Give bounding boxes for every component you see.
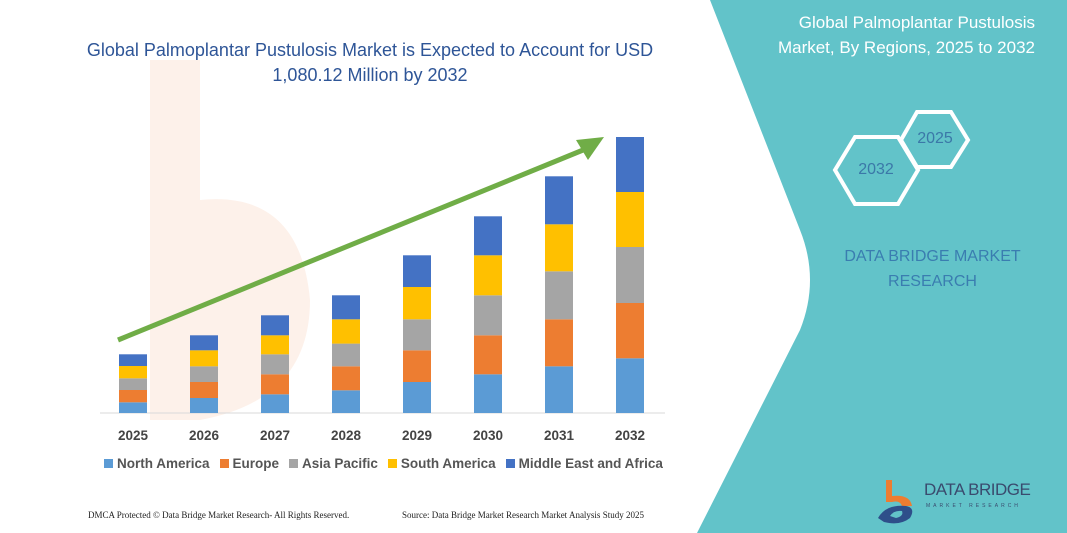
bar-segment — [616, 247, 644, 303]
footer-source: Source: Data Bridge Market Research Mark… — [402, 510, 644, 520]
legend-item: North America — [104, 456, 210, 471]
bar-segment — [119, 402, 147, 413]
bar-segment — [403, 350, 431, 382]
bar-segment — [545, 319, 573, 367]
bar-segment — [474, 374, 502, 413]
bar-segment — [332, 295, 360, 320]
bar-segment — [545, 366, 573, 413]
bar-segment — [190, 382, 218, 398]
bar-segment — [616, 192, 644, 247]
legend-item: Middle East and Africa — [505, 456, 663, 471]
bar-segment — [474, 255, 502, 296]
legend-swatch — [104, 459, 113, 468]
x-tick-label: 2030 — [473, 428, 503, 443]
footer-copyright: DMCA Protected © Data Bridge Market Rese… — [88, 510, 350, 520]
bar-segment — [261, 394, 289, 413]
bar-segment — [261, 374, 289, 395]
legend-swatch — [219, 459, 229, 468]
logo-icon — [878, 480, 913, 524]
bar-segment — [403, 382, 431, 413]
x-tick-label: 2027 — [260, 428, 290, 443]
hexagon-2032 — [832, 135, 921, 206]
bar-segment — [190, 366, 218, 382]
bar-segment — [119, 378, 147, 390]
x-tick-label: 2029 — [402, 428, 432, 443]
bar-segment — [474, 216, 502, 256]
bar-segment — [332, 319, 360, 344]
legend-label: Asia Pacific — [302, 456, 378, 471]
bar-segment — [545, 176, 573, 225]
trend-arrow — [117, 145, 589, 343]
legend-item: Europe — [219, 456, 280, 471]
x-tick-label: 2026 — [189, 428, 220, 443]
legend-item: South America — [387, 456, 496, 471]
bar-segment — [119, 366, 147, 379]
hexagon-2025 — [898, 110, 971, 169]
hex-start-label: 2025 — [917, 130, 953, 147]
legend-label: Middle East and Africa — [518, 456, 663, 471]
bar-segment — [616, 137, 644, 192]
bar-segment — [403, 287, 431, 320]
bar-segment — [474, 295, 502, 336]
bar-segment — [403, 319, 431, 351]
x-tick-label: 2028 — [331, 428, 362, 443]
bar-segment — [474, 335, 502, 375]
bar-segment — [332, 343, 360, 367]
legend-label: North America — [117, 456, 210, 471]
bar-segment — [403, 255, 431, 287]
legend: North America Europe Asia Pacific South Ame… — [104, 456, 663, 471]
logo-tagline: MARKET RESEARCH — [926, 503, 1021, 509]
bar-segment — [261, 335, 289, 355]
bar-segment — [119, 354, 147, 366]
bar-segment — [190, 350, 218, 367]
x-tick-label: 2025 — [118, 428, 149, 443]
legend-label: South America — [400, 456, 496, 471]
x-tick-label: 2031 — [544, 428, 575, 443]
bar-segment — [190, 398, 218, 413]
panel-title: Global Palmoplantar Pustulosis Market, B… — [777, 13, 1035, 57]
legend-swatch — [289, 459, 299, 468]
legend-label: Europe — [232, 456, 280, 471]
bar-segment — [332, 390, 360, 413]
bar-segment — [616, 358, 644, 413]
legend-swatch — [387, 459, 397, 468]
x-tick-label: 2032 — [615, 428, 645, 443]
bar-segment — [545, 271, 573, 320]
panel-brand: DATA BRIDGE MARKET RESEARCH — [844, 248, 1021, 290]
bar-segment — [616, 303, 644, 359]
side-panel-bg — [697, 0, 1067, 533]
hex-end-label: 2032 — [858, 161, 894, 178]
bar-segment — [261, 315, 289, 336]
bar-segment — [119, 390, 147, 403]
stacked-bar-chart: 2025 2026 2027 2028 2029 2030 2031 2032 — [100, 137, 665, 443]
legend-swatch — [505, 459, 515, 468]
chart-title: Global Palmoplantar Pustulosis Market is… — [86, 40, 654, 85]
bar-segment — [332, 366, 360, 391]
bar-segment — [190, 335, 218, 351]
bar-segment — [545, 224, 573, 272]
trend-arrow-head — [576, 137, 604, 160]
legend-item: Asia Pacific — [289, 456, 378, 471]
logo-name: DATA BRIDGE — [924, 480, 1031, 499]
bar-segment — [261, 354, 289, 375]
